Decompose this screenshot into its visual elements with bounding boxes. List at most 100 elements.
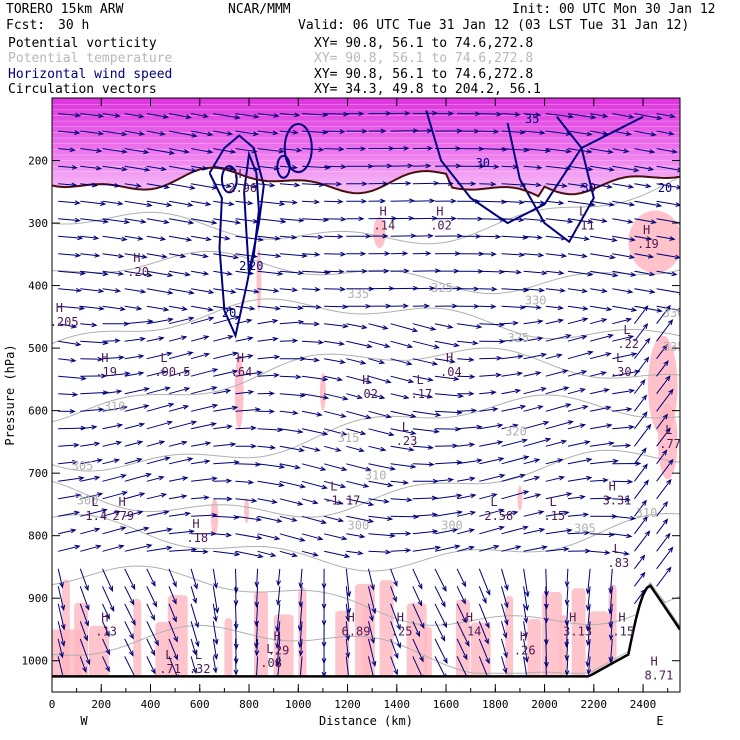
circulation-vector [235,443,257,449]
circulation-vector [57,568,64,589]
circulation-vector [58,528,77,535]
circulation-vector [57,603,66,631]
circulation-vector [478,621,489,645]
circulation-vector [102,148,128,154]
field-xy: XY= 90.8, 56.1 to 74.6,272.8 [314,36,533,51]
circulation-vector [567,388,587,395]
circulation-vector [324,181,343,187]
circulation-vector [456,493,477,500]
circulation-vector [608,621,614,641]
circulation-vector [479,181,497,187]
circulation-vector [146,351,173,360]
terrain-line [52,583,680,678]
circulation-vector [213,315,241,325]
circulation-vector [190,603,200,629]
circulation-vector [479,355,503,361]
circulation-vector [523,586,529,612]
axes: 0 200 400 600 800 1000 1200 1400 1600 1800 2000 220… [22,98,680,711]
extremum-marker: H [101,351,108,365]
circulation-vector [80,130,105,136]
circulation-vector [479,322,505,328]
circulation-vector [168,316,195,325]
circulation-vector [276,586,281,606]
circulation-vector [634,130,657,137]
circulation-vector [656,235,676,241]
circulation-vector [124,270,153,278]
circulation-vector [276,568,282,587]
circulation-vector [412,163,432,169]
circulation-vector [102,235,128,242]
circulation-vector [567,494,586,500]
circulation-vector [124,235,144,241]
circulation-vector [634,218,657,225]
circulation-vector [213,113,241,120]
circulation-vector [634,235,653,241]
circulation-vector [124,288,147,294]
pv-low-patch [517,485,523,511]
extremum-value: .26 [514,643,536,657]
x-tick-label: 800 [239,698,259,711]
circulation-vector [612,288,634,294]
circulation-vector [346,515,375,524]
circulation-vector [190,335,210,342]
theta-label: 330 [663,306,685,320]
circulation-vector [545,458,564,465]
circulation-vector [124,621,134,640]
circulation-vector [390,568,398,588]
circulation-vector [545,113,575,119]
circulation-vector [479,390,497,395]
circulation-vector [235,336,254,342]
fcst-value: 30 h [58,18,89,33]
circulation-vector [523,182,542,188]
circulation-vector [368,586,377,615]
circulation-vector [257,480,285,488]
circulation-vector [57,586,66,612]
circulation-vector [257,113,280,118]
circulation-vector [545,148,572,154]
circulation-vector [479,473,506,482]
circulation-vector [191,459,211,465]
circulation-vector [543,586,549,610]
circulation-vector [235,218,260,224]
terrain-profile [52,583,680,692]
circulation-vector [634,183,652,189]
circulation-vector [102,405,128,412]
circulation-vector [390,375,415,384]
circulation-vector [213,442,237,447]
circulation-vector [57,621,66,647]
circulation-vector [545,270,565,276]
circulation-vector [390,603,401,631]
circulation-vector [434,544,461,552]
plot-frame [51,97,681,693]
circulation-vector [633,447,647,465]
circulation-vector [213,270,233,276]
circulation-vector [456,528,476,535]
circulation-vector [390,428,417,436]
circulation-vector [368,340,391,348]
circulation-vector [124,336,146,342]
circulation-vector [79,586,90,611]
circulation-vector [346,146,367,152]
circulation-vector [146,510,170,517]
y-tick-label: 800 [28,530,48,543]
circulation-vector [390,656,398,676]
extremum-value: 2.96 [228,181,257,195]
circulation-vector [279,147,303,153]
circulation-vector [634,423,652,447]
theta-label: 310 [636,506,658,520]
circulation-vector [523,545,548,552]
field-name: Circulation vectors [8,82,157,97]
circulation-vector [479,164,500,170]
circulation-vector [58,392,79,397]
circulation-vector [124,492,146,500]
circulation-vector [656,388,674,412]
circulation-vector [390,621,401,649]
circulation-vector [257,270,284,276]
extremum-value: .18 [186,531,208,545]
circulation-vector [279,164,299,170]
extremum-marker: L [195,648,202,662]
circulation-vector [168,638,178,661]
circulation-vector [656,375,671,395]
circulation-vector [634,322,649,342]
circulation-vector [656,413,669,430]
